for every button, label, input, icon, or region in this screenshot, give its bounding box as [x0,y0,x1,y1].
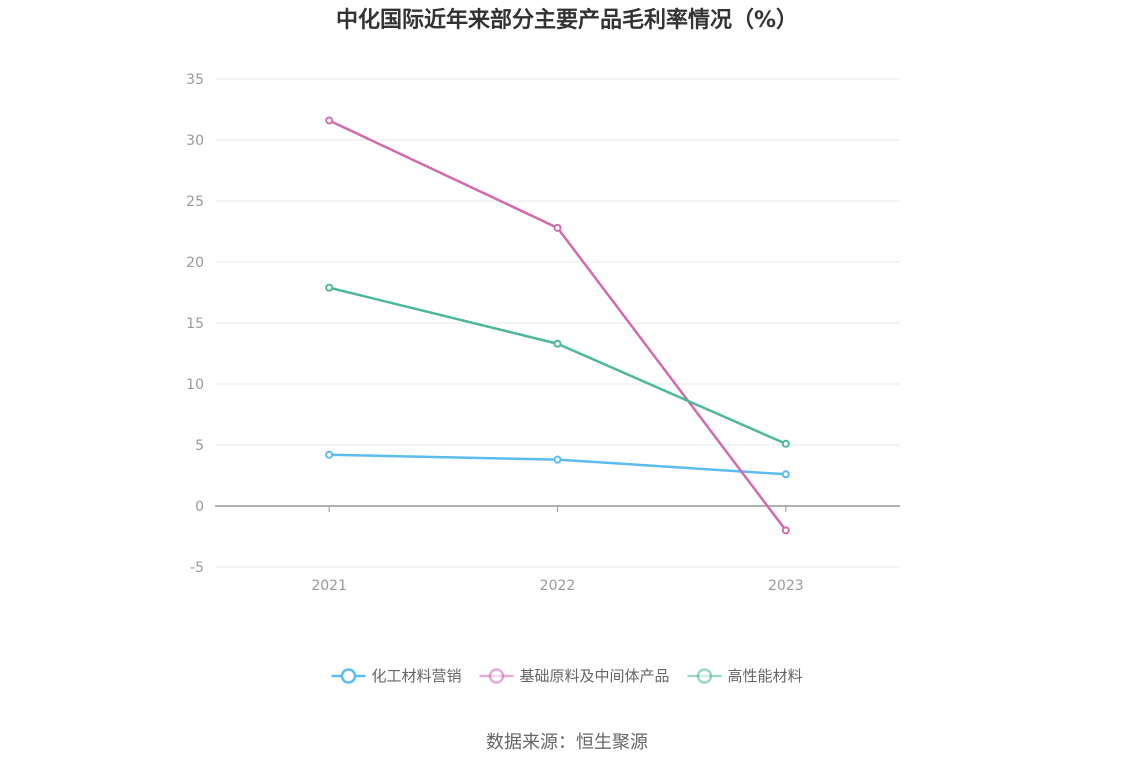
y-tick-label: 5 [195,438,204,454]
axes: -5 0 5 10 15 20 25 30 35 2021 2022 2023 [186,72,900,594]
legend-circle-icon [488,668,505,684]
chart-title: 中化国际近年来部分主要产品毛利率情况（%） [335,8,799,33]
series-line-2[interactable] [328,286,787,445]
data-source: 数据来源：恒生聚源 [486,732,648,753]
data-point[interactable] [325,450,334,459]
data-point[interactable] [553,223,562,232]
x-tick-label: 2023 [768,578,804,594]
y-tick-label: 35 [186,72,204,88]
data-point[interactable] [325,283,334,292]
legend-circle-icon [696,668,713,684]
y-tick-label: 10 [186,377,204,393]
data-point[interactable] [325,116,334,125]
legend-label: 基础原料及中间体产品 [520,667,670,685]
y-tick-label: 15 [186,316,204,332]
y-tick-label: 20 [186,255,204,271]
legend-item[interactable]: 基础原料及中间体产品 [479,667,670,685]
data-point[interactable] [781,439,790,448]
legend-item[interactable]: 化工材料营销 [331,667,462,685]
legend-circle-icon [340,668,357,684]
x-tick-label: 2021 [311,578,347,594]
legend-label: 化工材料营销 [372,667,462,685]
data-point[interactable] [781,470,790,479]
y-tick-label: 25 [186,194,204,210]
data-point[interactable] [781,526,790,535]
legend-label: 高性能材料 [728,667,803,685]
y-tick-label: 0 [195,499,204,515]
x-tick-label: 2022 [540,578,576,594]
y-tick-label: 30 [186,133,204,149]
legend[interactable]: 化工材料营销 基础原料及中间体产品 高性能材料 [331,667,803,685]
legend-item[interactable]: 高性能材料 [687,667,803,685]
y-tick-label: -5 [190,560,204,576]
data-point[interactable] [553,339,562,348]
data-point[interactable] [553,455,562,464]
grid-lines [215,78,900,568]
series-lines [325,116,790,535]
